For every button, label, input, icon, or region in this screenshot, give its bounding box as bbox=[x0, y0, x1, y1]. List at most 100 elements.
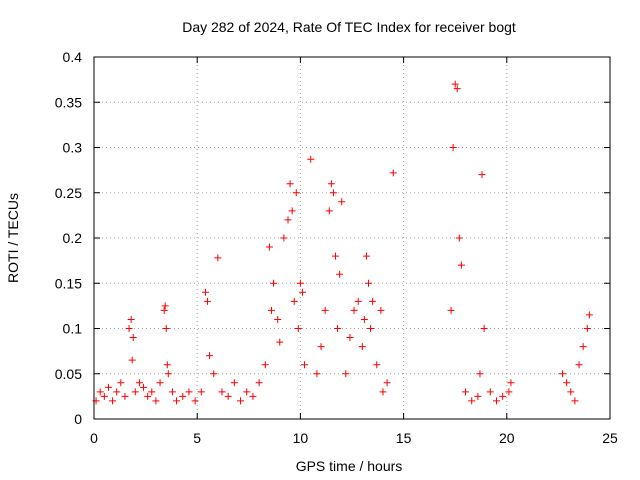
data-point bbox=[373, 361, 381, 369]
y-tick-label: 0.1 bbox=[63, 321, 83, 337]
y-tick-label: 0.4 bbox=[63, 49, 83, 65]
data-point bbox=[559, 370, 567, 378]
data-point bbox=[575, 361, 583, 369]
data-point bbox=[128, 356, 136, 364]
data-point bbox=[358, 343, 366, 351]
data-point bbox=[346, 334, 354, 342]
data-point bbox=[210, 370, 218, 378]
data-point bbox=[389, 169, 397, 177]
data-point bbox=[224, 392, 232, 400]
y-tick-label: 0.3 bbox=[63, 140, 83, 156]
data-point bbox=[191, 397, 199, 405]
data-point bbox=[261, 361, 269, 369]
y-tick-label: 0 bbox=[74, 411, 82, 427]
data-point bbox=[327, 180, 335, 188]
x-tick-label: 15 bbox=[396, 430, 412, 446]
data-point bbox=[104, 383, 112, 391]
data-point bbox=[249, 392, 257, 400]
data-point bbox=[453, 85, 461, 93]
data-point bbox=[362, 252, 370, 260]
data-point bbox=[288, 207, 296, 215]
data-point bbox=[127, 315, 135, 323]
plot-frame bbox=[93, 56, 611, 420]
data-point bbox=[144, 392, 152, 400]
data-point bbox=[274, 315, 282, 323]
data-point bbox=[307, 155, 315, 163]
data-point bbox=[218, 388, 226, 396]
data-point bbox=[579, 343, 587, 351]
data-point bbox=[156, 379, 164, 387]
data-points bbox=[92, 80, 593, 405]
x-tick-label: 20 bbox=[499, 430, 515, 446]
data-point bbox=[317, 343, 325, 351]
grid bbox=[94, 57, 610, 419]
y-axis-title: ROTI / TECUs bbox=[5, 193, 21, 283]
data-point bbox=[474, 392, 482, 400]
data-point bbox=[571, 397, 579, 405]
data-point bbox=[109, 397, 117, 405]
data-point bbox=[486, 388, 494, 396]
data-point bbox=[204, 297, 212, 305]
data-point bbox=[563, 379, 571, 387]
data-point bbox=[331, 252, 339, 260]
data-point bbox=[585, 311, 593, 319]
data-point bbox=[583, 325, 591, 332]
y-tick-label: 0.15 bbox=[55, 275, 82, 291]
y-tick-label: 0.35 bbox=[55, 94, 82, 110]
data-point bbox=[163, 361, 171, 369]
data-point bbox=[367, 325, 375, 332]
data-point bbox=[298, 288, 306, 296]
data-point bbox=[449, 144, 457, 151]
data-point bbox=[268, 306, 276, 314]
data-point bbox=[148, 388, 156, 396]
data-point bbox=[96, 388, 104, 396]
data-point bbox=[492, 397, 500, 405]
data-point bbox=[270, 279, 278, 287]
y-tick-label: 0.25 bbox=[55, 185, 82, 201]
data-point bbox=[338, 198, 346, 206]
data-point bbox=[185, 388, 193, 396]
data-point bbox=[280, 234, 288, 242]
x-tick-label: 10 bbox=[293, 430, 309, 446]
data-point bbox=[197, 388, 205, 396]
data-point bbox=[379, 388, 387, 396]
x-tick-label: 0 bbox=[90, 430, 98, 446]
data-point bbox=[117, 379, 125, 387]
data-point bbox=[162, 325, 170, 332]
data-point bbox=[121, 392, 129, 400]
data-point bbox=[476, 370, 484, 378]
data-point bbox=[201, 288, 209, 296]
data-point bbox=[507, 379, 515, 387]
data-point bbox=[161, 302, 169, 310]
data-point bbox=[505, 388, 513, 396]
y-tick-label: 0.05 bbox=[55, 366, 82, 382]
data-point bbox=[131, 388, 139, 396]
data-point bbox=[152, 397, 160, 405]
data-point bbox=[113, 388, 121, 396]
data-point bbox=[365, 279, 373, 287]
data-point bbox=[334, 325, 342, 332]
data-point bbox=[286, 180, 294, 188]
data-point bbox=[140, 383, 148, 391]
data-point bbox=[243, 388, 251, 396]
data-point bbox=[354, 297, 362, 305]
data-point bbox=[290, 297, 298, 305]
data-point bbox=[447, 306, 455, 314]
data-point bbox=[237, 397, 245, 405]
data-point bbox=[383, 379, 391, 387]
data-point bbox=[125, 325, 133, 332]
data-point bbox=[455, 234, 463, 242]
y-tick-label: 0.2 bbox=[63, 230, 83, 246]
x-axis-title: GPS time / hours bbox=[296, 458, 403, 474]
data-point bbox=[478, 171, 486, 179]
data-point bbox=[100, 392, 108, 400]
data-point bbox=[499, 392, 507, 400]
data-point bbox=[468, 397, 476, 405]
data-point bbox=[350, 306, 358, 314]
data-point bbox=[173, 397, 181, 405]
data-point bbox=[255, 379, 263, 387]
data-point bbox=[214, 254, 222, 262]
x-tick-label: 25 bbox=[602, 430, 618, 446]
